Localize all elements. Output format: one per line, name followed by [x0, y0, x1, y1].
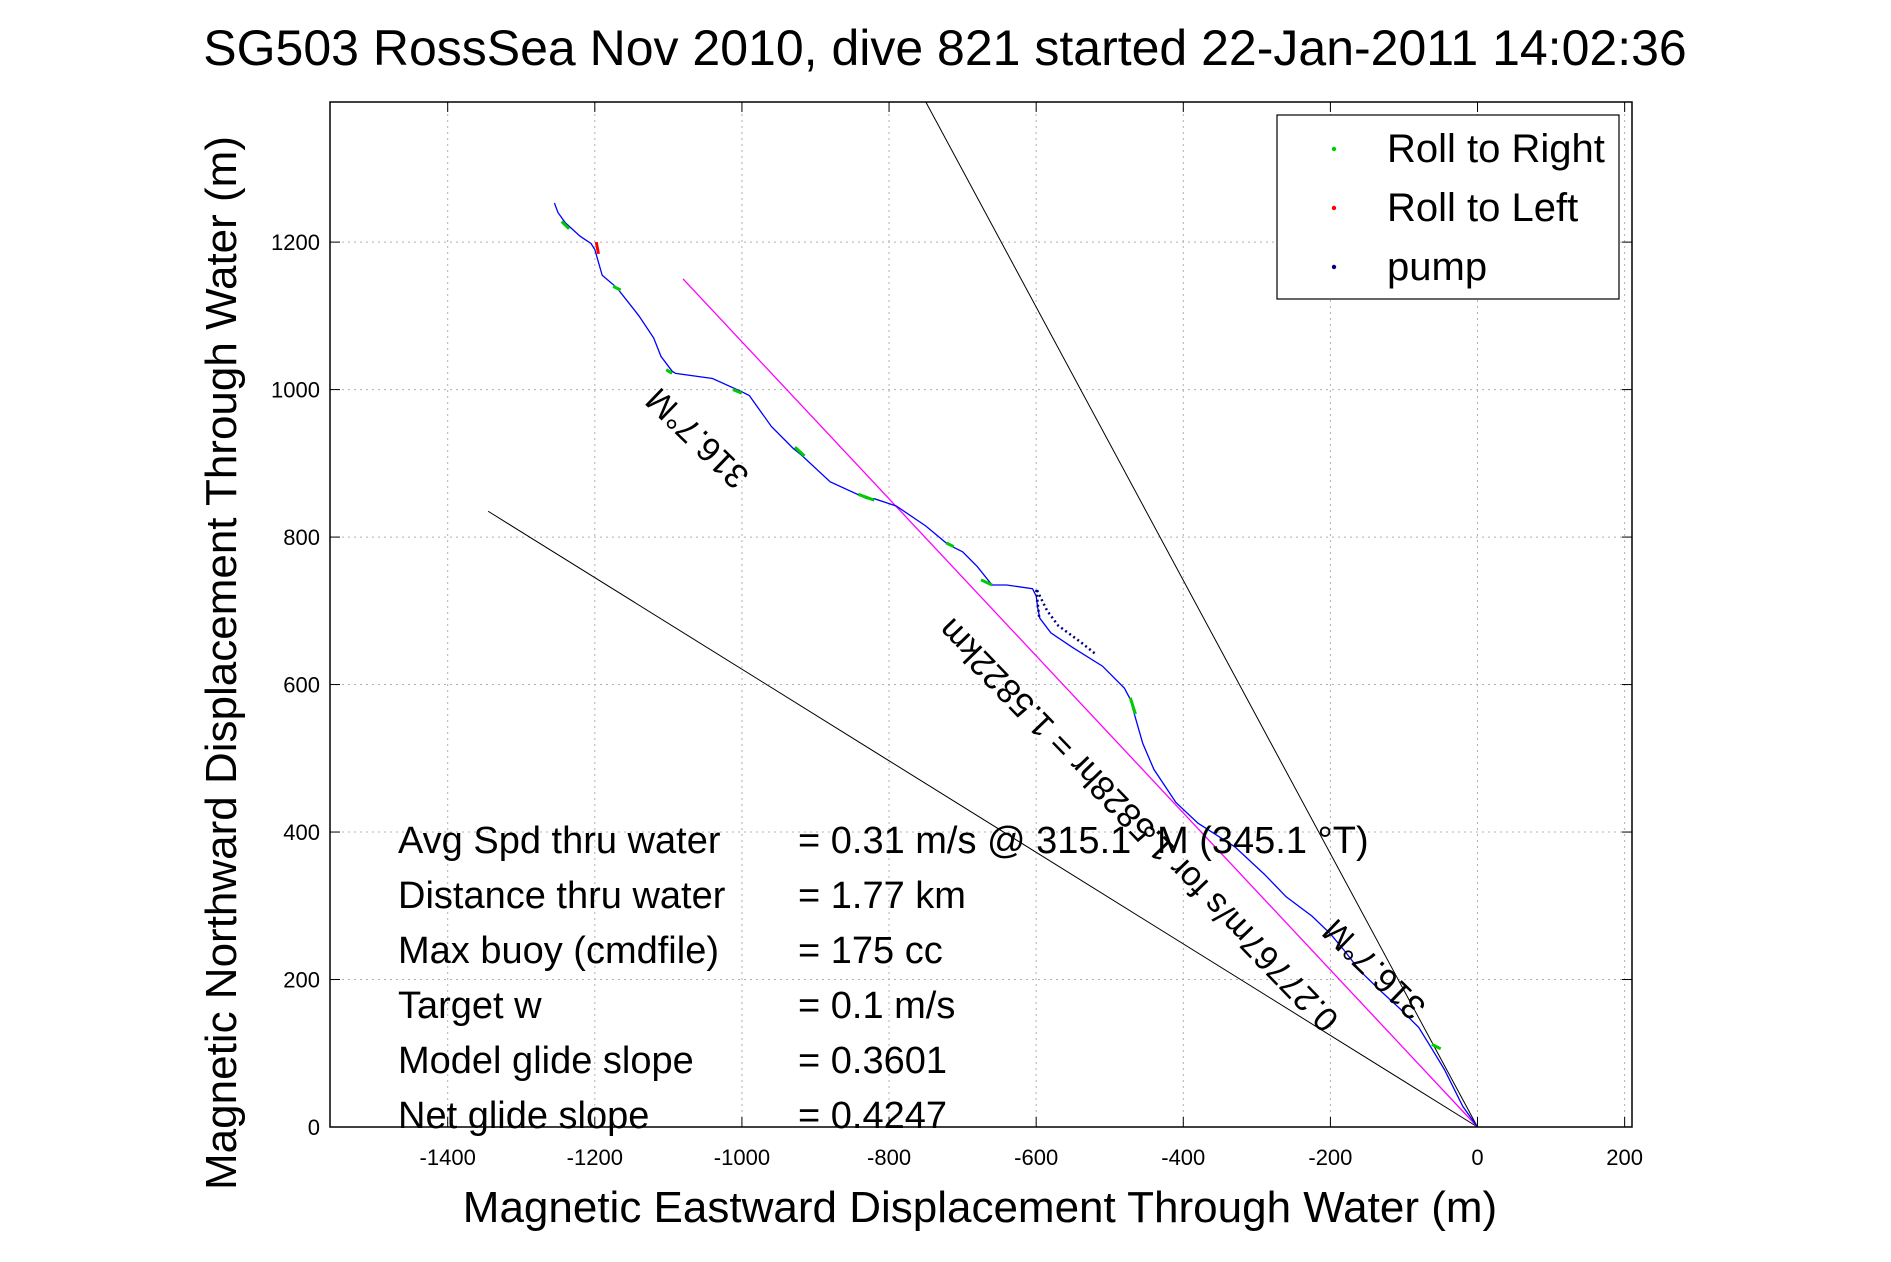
stat-label: Max buoy (cmdfile)	[398, 930, 719, 972]
y-tick-label: 1200	[271, 230, 320, 255]
roll-right-segment	[612, 285, 622, 292]
course-line	[682, 278, 1478, 1128]
bearing-annotation: 316.7°M	[639, 380, 757, 496]
y-tick-label: 800	[283, 525, 320, 550]
y-tick-label: 400	[283, 820, 320, 845]
roll-right-segment	[732, 388, 743, 395]
legend: Roll to Right Roll to Left pump	[1276, 114, 1620, 300]
stat-value: = 0.3601	[798, 1040, 947, 1082]
x-axis-label: Magnetic Eastward Displacement Through W…	[463, 1183, 1497, 1232]
stat-value: = 175 cc	[798, 930, 943, 972]
stat-label: Target w	[398, 985, 542, 1027]
x-tick-label: -1400	[420, 1145, 476, 1170]
roll-right-segment	[857, 492, 875, 502]
plot-frame	[329, 101, 1633, 1128]
y-tick-label: 0	[308, 1115, 320, 1140]
roll-right-segment	[793, 446, 806, 458]
stat-value: = 0.4247	[798, 1095, 947, 1137]
legend-marker	[1331, 205, 1337, 211]
x-tick-label: -600	[1014, 1145, 1058, 1170]
roll-right-segment	[1431, 1043, 1442, 1051]
legend-marker	[1331, 264, 1337, 270]
stat-value: = 1.77 km	[798, 875, 966, 917]
y-tick-label: 200	[283, 968, 320, 993]
x-tick-label: 200	[1606, 1145, 1643, 1170]
stat-value: = 0.1 m/s	[798, 985, 955, 1027]
x-tick-label: -800	[867, 1145, 911, 1170]
legend-marker	[1331, 146, 1337, 152]
roll-right-segment	[560, 220, 571, 230]
stat-value: = 0.31 m/s @ 315.1 °M (345.1 °T)	[798, 820, 1369, 862]
bearing-line	[925, 101, 1478, 1128]
pump-segment	[1034, 588, 1096, 655]
bearing-line	[487, 510, 1478, 1128]
roll-right-segment	[980, 578, 993, 587]
x-tick-label: -200	[1308, 1145, 1352, 1170]
roll-right-segment	[945, 541, 955, 549]
x-tick-label: -400	[1161, 1145, 1205, 1170]
plot-lines	[487, 101, 1479, 1128]
roll-left-segment	[594, 241, 600, 255]
roll-right-segment	[665, 368, 673, 375]
y-tick-label: 600	[283, 673, 320, 698]
stat-label: Avg Spd thru water	[398, 820, 721, 862]
stat-label: Distance thru water	[398, 875, 726, 917]
y-axis-label: Magnetic Northward Displacement Through …	[197, 136, 246, 1190]
x-tick-label: -1200	[567, 1145, 623, 1170]
annotations: 316.7°M0.27767m/s for 1.5828hr = 1.5822k…	[639, 380, 1433, 1039]
x-tick-label: -1000	[714, 1145, 770, 1170]
chart-title: SG503 RossSea Nov 2010, dive 821 started…	[203, 20, 1686, 76]
legend-label: Roll to Left	[1387, 186, 1578, 230]
legend-label: Roll to Right	[1387, 127, 1605, 171]
y-tick-label: 1000	[271, 378, 320, 403]
x-tick-label: 0	[1471, 1145, 1483, 1170]
stats-block: Avg Spd thru water = 0.31 m/s @ 315.1 °M …	[398, 820, 1369, 1137]
stat-label: Net glide slope	[398, 1095, 649, 1137]
track-line	[553, 202, 1479, 1128]
roll-right-segment	[1128, 697, 1137, 715]
axis-ticks: -1400 -1200 -1000 -800 -600 -400 -200 0 200 0 200 4…	[271, 102, 1643, 1170]
stat-label: Model glide slope	[398, 1040, 694, 1082]
legend-label: pump	[1387, 245, 1487, 289]
